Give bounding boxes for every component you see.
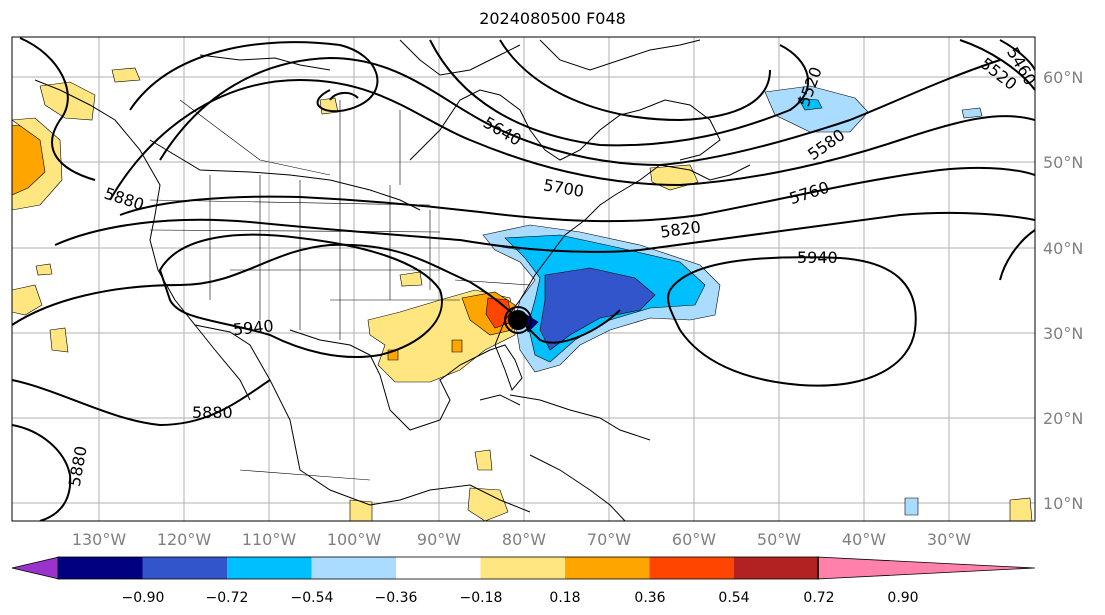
lon-label: 70°W — [587, 530, 631, 549]
storm-center-marker — [508, 310, 528, 330]
colorbar-segment — [480, 557, 566, 579]
lon-label: 130°W — [72, 530, 127, 549]
lat-label: 20°N — [1043, 409, 1083, 428]
lon-label: 100°W — [327, 530, 382, 549]
colorbar-tick-label: 0.72 — [803, 590, 834, 606]
lon-label: 50°W — [757, 530, 801, 549]
colorbar-tick-label: −0.36 — [375, 590, 418, 606]
contour-label: 5880 — [102, 184, 147, 215]
lat-label: 30°N — [1043, 324, 1083, 343]
lon-label: 80°W — [502, 530, 546, 549]
lon-label: 110°W — [242, 530, 297, 549]
colorbar-segment — [227, 557, 312, 579]
lat-label: 50°N — [1043, 153, 1083, 172]
colorbar-segment — [142, 557, 228, 579]
contour-label: 5940 — [797, 248, 838, 267]
state-borders — [149, 99, 531, 481]
colorbar-tick-label: −0.90 — [122, 590, 165, 606]
colorbar-segment — [734, 557, 819, 579]
contour-label: 5880 — [192, 403, 233, 422]
map-frame — [11, 36, 1036, 522]
lon-label: 90°W — [417, 530, 461, 549]
contour-label: 5940 — [232, 316, 274, 339]
latitude-labels: 60°N 50°N 40°N 30°N 20°N 10°N — [1043, 68, 1083, 513]
colorbar-frame — [57, 556, 819, 580]
map-area: 5460 5520 5520 5580 5640 5700 5760 5820 … — [12, 37, 1035, 521]
contour-label: 5760 — [787, 178, 832, 209]
negative-anomaly-labrador — [764, 85, 869, 133]
lon-label: 120°W — [157, 530, 212, 549]
colorbar-extend-high — [817, 556, 1036, 580]
colorbar-extend-low — [11, 556, 60, 580]
contour-label: 5880 — [65, 445, 91, 488]
colorbar — [11, 556, 1036, 580]
colorbar-tick-label: 0.54 — [718, 590, 749, 606]
lon-label: 40°W — [842, 530, 886, 549]
contour-label: 5820 — [659, 217, 702, 241]
colorbar-tick-label: −0.72 — [206, 590, 249, 606]
colorbar-tick-label: 0.36 — [634, 590, 665, 606]
lon-label: 30°W — [927, 530, 971, 549]
gridlines — [12, 37, 1035, 521]
colorbar-segment — [311, 557, 397, 579]
lon-label: 60°W — [672, 530, 716, 549]
colorbar-segment — [396, 557, 481, 579]
colorbar-ticks: −0.90 −0.72 −0.54 −0.36 −0.18 0.18 0.36 … — [122, 590, 919, 606]
height-contours — [12, 37, 1035, 521]
colorbar-tick-label: −0.18 — [460, 590, 503, 606]
lat-label: 60°N — [1043, 68, 1083, 87]
colorbar-tick-label: −0.54 — [291, 590, 334, 606]
map-title: 2024080500 F048 — [479, 9, 626, 28]
colorbar-tick-label: 0.18 — [549, 590, 580, 606]
negative-anomaly-core — [539, 267, 656, 351]
colorbar-segment — [58, 557, 143, 579]
contour-label: 5640 — [480, 113, 525, 150]
contour-label: 5700 — [542, 175, 585, 201]
lat-label: 10°N — [1043, 494, 1083, 513]
colorbar-tick-label: 0.90 — [887, 590, 918, 606]
longitude-labels: 130°W 120°W 110°W 100°W 90°W 80°W 70°W 6… — [72, 530, 971, 549]
colorbar-segment — [649, 557, 735, 579]
lat-label: 40°N — [1043, 239, 1083, 258]
colorbar-segment — [565, 557, 650, 579]
